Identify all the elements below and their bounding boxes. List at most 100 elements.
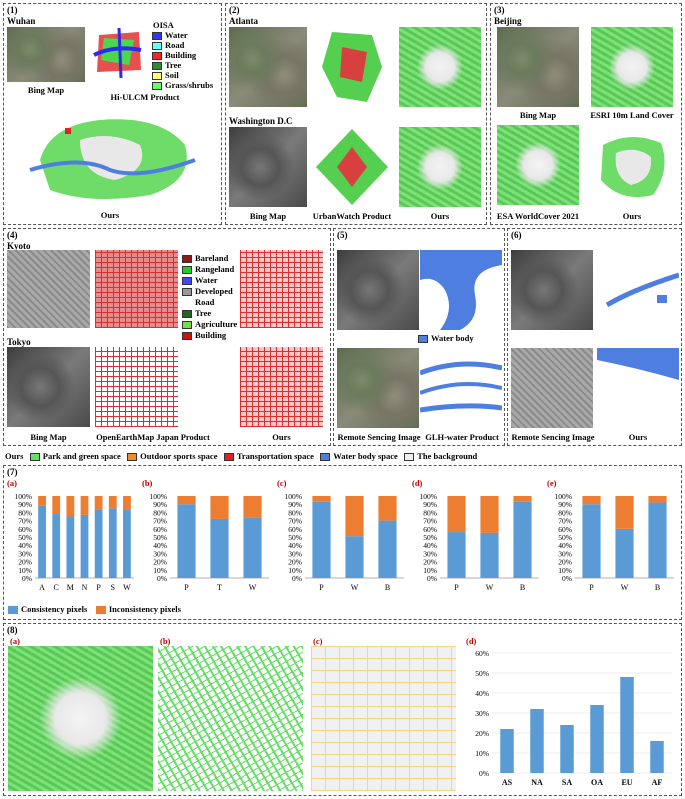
y-tick-label: 10% (423, 566, 437, 575)
caption: Remote Sencing Image (511, 432, 595, 442)
remote-sensing-image (337, 348, 419, 428)
bar-inconsistency (480, 496, 499, 533)
city-map-image (158, 646, 303, 791)
y-tick-label: 30% (423, 549, 437, 558)
y-tick-label: 0% (22, 574, 32, 583)
bar-inconsistency (123, 496, 131, 510)
y-tick-label: 60% (475, 649, 489, 658)
x-tick-label: P (319, 583, 324, 592)
water-mask-image (597, 348, 679, 428)
swatch (182, 321, 192, 330)
legend-label: Tree (195, 308, 212, 318)
y-tick-label: 100% (420, 492, 438, 501)
caption: UrbanWatch Product (312, 211, 392, 221)
legend-label: Water body (431, 333, 474, 343)
bar-consistency (243, 517, 262, 578)
y-tick-label: 20% (558, 558, 572, 567)
x-tick-label: W (351, 583, 359, 592)
y-tick-label: 0% (562, 574, 572, 583)
panel-global (3, 623, 682, 796)
legend-label: Water (165, 30, 188, 40)
city-label: Atlanta (229, 16, 258, 26)
x-tick-label: S (111, 583, 115, 592)
y-tick-label: 80% (153, 508, 167, 517)
x-tick-label: P (96, 583, 101, 592)
water-mask-image (420, 250, 502, 330)
y-tick-label: 30% (475, 709, 489, 718)
water-mask-image (420, 348, 502, 428)
y-tick-label: 10% (558, 566, 572, 575)
ours-map-image (591, 125, 673, 205)
subfigure-label: (b) (142, 478, 153, 488)
x-tick-label: N (82, 583, 88, 592)
y-tick-label: 20% (288, 558, 302, 567)
y-tick-label: 100% (285, 492, 303, 501)
legend-item: Bareland (182, 253, 228, 264)
bar-consistency (513, 501, 532, 578)
city-label: Beijing (494, 16, 522, 26)
bar-inconsistency (52, 496, 61, 515)
x-tick-label: P (589, 583, 594, 592)
bar-inconsistency (345, 496, 364, 537)
bar-consistency (615, 528, 634, 578)
legend-label: Agriculture (195, 319, 238, 329)
legend-label: Transportation space (236, 451, 314, 461)
y-tick-label: 70% (153, 517, 167, 526)
swatch (418, 335, 428, 344)
legend-item: Road (195, 297, 214, 307)
bar-inconsistency (447, 496, 466, 533)
swatch (404, 453, 415, 462)
x-tick-label: W (123, 583, 131, 592)
y-tick-label: 60% (423, 525, 437, 534)
bing-map-image (229, 127, 307, 207)
legend-label: The background (417, 451, 478, 461)
x-tick-label: P (184, 583, 189, 592)
caption: Bing Map (519, 110, 557, 120)
product-map-image (312, 27, 390, 107)
ours-map-image (240, 250, 323, 328)
legend-label: Park and green space (42, 451, 121, 461)
bar-inconsistency (38, 496, 46, 506)
y-tick-label: 0% (479, 769, 489, 778)
bar-inconsistency (648, 496, 667, 503)
bar-consistency (177, 504, 196, 578)
bar-consistency (108, 508, 117, 578)
bar (620, 677, 634, 773)
legend-item: Building (182, 330, 226, 341)
y-tick-label: 50% (423, 533, 437, 542)
legend-item: Water (182, 275, 218, 286)
swatch (223, 453, 234, 462)
swatch (182, 277, 192, 286)
bar-inconsistency (66, 496, 75, 517)
caption: ESA WorldCover 2021 (496, 211, 580, 221)
y-tick-label: 60% (18, 525, 32, 534)
legend-item: Grass/shrubs (152, 80, 213, 91)
swatch (152, 72, 162, 81)
bar (560, 725, 574, 773)
y-tick-label: 90% (153, 500, 167, 509)
legend-label: Developed (195, 286, 233, 296)
legend-label: Water (195, 275, 218, 285)
bar-consistency (52, 514, 61, 578)
y-tick-label: 50% (153, 533, 167, 542)
bar-inconsistency (177, 496, 196, 505)
y-tick-label: 10% (288, 566, 302, 575)
x-tick-label: AS (502, 778, 513, 787)
x-tick-label: B (520, 583, 525, 592)
bar-consistency (38, 505, 46, 578)
swatch (152, 42, 162, 51)
y-tick-label: 60% (153, 525, 167, 534)
caption: Ours (628, 432, 648, 442)
remote-sensing-image (337, 250, 419, 330)
x-tick-label: W (486, 583, 494, 592)
legend-label: Tree (165, 60, 182, 70)
swatch (95, 606, 106, 615)
y-tick-label: 10% (18, 566, 32, 575)
legend-label: Building (165, 50, 197, 60)
legend-item: Water body (418, 333, 474, 344)
panel-wuhan (3, 3, 222, 225)
x-tick-label: B (655, 583, 660, 592)
y-tick-label: 20% (423, 558, 437, 567)
legend-item: Agriculture (182, 319, 238, 330)
bar-consistency (648, 502, 667, 578)
